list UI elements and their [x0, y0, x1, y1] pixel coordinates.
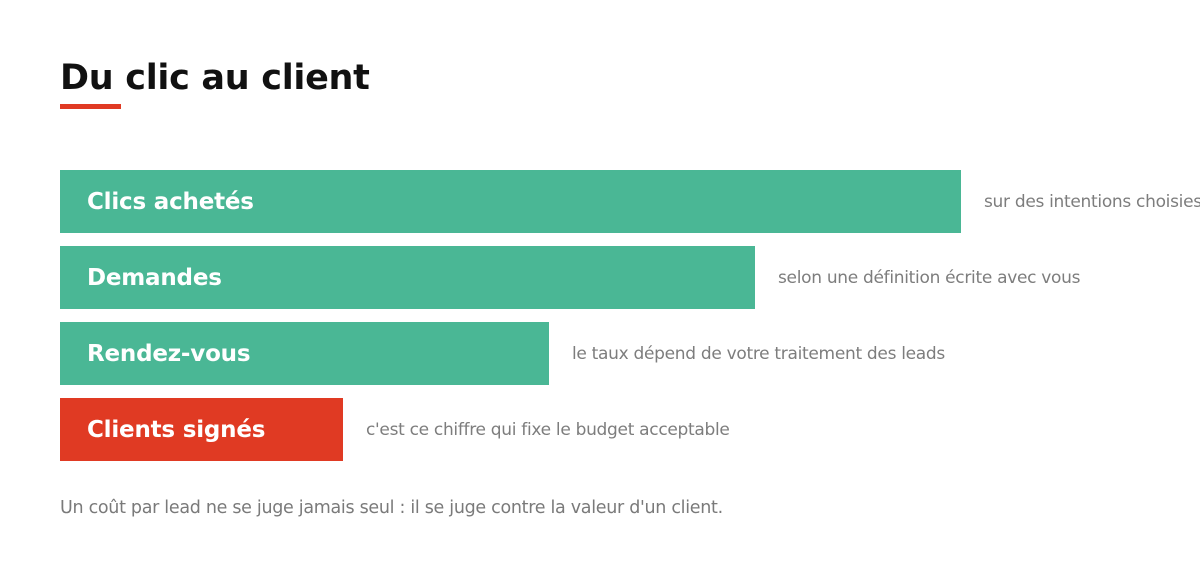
funnel-bar-label: Clics achetés [87, 188, 254, 215]
funnel-bar-label: Clients signés [87, 416, 266, 443]
funnel-stage-note: sur des intentions choisies [984, 191, 1200, 212]
title-underline [60, 104, 121, 109]
funnel-stage-note: le taux dépend de votre traitement des l… [572, 343, 945, 364]
page-title: Du clic au client [60, 58, 370, 98]
funnel-stage-clics: Clics achetés sur des intentions choisie… [60, 170, 1200, 233]
funnel-stage-note: c'est ce chiffre qui fixe le budget acce… [366, 419, 730, 440]
funnel-stage-demandes: Demandes selon une définition écrite ave… [60, 246, 1200, 309]
funnel-bar-demandes: Demandes [60, 246, 755, 309]
funnel-bar-label: Rendez-vous [87, 340, 251, 367]
funnel-stage-note: selon une définition écrite avec vous [778, 267, 1081, 288]
funnel-bar-rendez-vous: Rendez-vous [60, 322, 549, 385]
funnel-bar-clients: Clients signés [60, 398, 343, 461]
footnote: Un coût par lead ne se juge jamais seul … [60, 498, 723, 518]
funnel-bar-label: Demandes [87, 264, 222, 291]
funnel-bar-clics: Clics achetés [60, 170, 961, 233]
funnel-stage-clients: Clients signés c'est ce chiffre qui fixe… [60, 398, 1200, 461]
funnel-stage-rendez-vous: Rendez-vous le taux dépend de votre trai… [60, 322, 1200, 385]
